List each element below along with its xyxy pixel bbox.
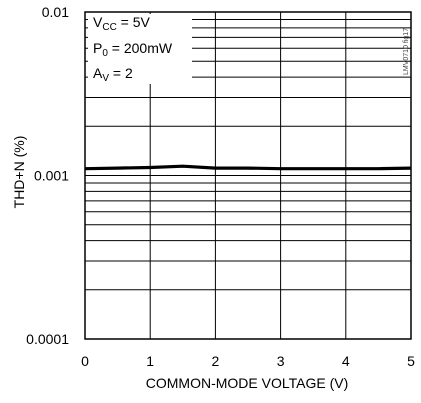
grid bbox=[85, 12, 411, 339]
x-tick-label: 0 bbox=[81, 353, 89, 369]
y-tick-label: 0.01 bbox=[42, 4, 69, 20]
legend-background bbox=[88, 14, 192, 84]
y-axis-title: THD+N (%) bbox=[11, 136, 27, 209]
tick-labels: 0 1 2 3 4 5 0.0001 0.001 0.01 bbox=[26, 4, 415, 369]
x-tick-label: 4 bbox=[342, 353, 350, 369]
x-tick-label: 1 bbox=[146, 353, 154, 369]
thd-series-line-0 bbox=[84, 164, 412, 171]
y-tick-label: 0.001 bbox=[34, 168, 69, 184]
plot-frame bbox=[84, 11, 412, 340]
figure-watermark: LMV0710 fig17 bbox=[403, 28, 410, 75]
x-tick-label: 3 bbox=[277, 353, 285, 369]
legend-line-vcc: VCC = 5V bbox=[93, 14, 151, 33]
series-layer bbox=[84, 164, 412, 171]
x-tick-label: 5 bbox=[407, 353, 415, 369]
x-axis-title: COMMON-MODE VOLTAGE (V) bbox=[146, 375, 348, 391]
legend-line-gain: AV = 2 bbox=[93, 65, 133, 84]
legend-line-power: P0 = 200mW bbox=[93, 40, 173, 59]
y-tick-label: 0.0001 bbox=[26, 331, 69, 347]
legend: VCC = 5V P0 = 200mW AV = 2 bbox=[93, 14, 173, 84]
x-tick-label: 2 bbox=[212, 353, 220, 369]
